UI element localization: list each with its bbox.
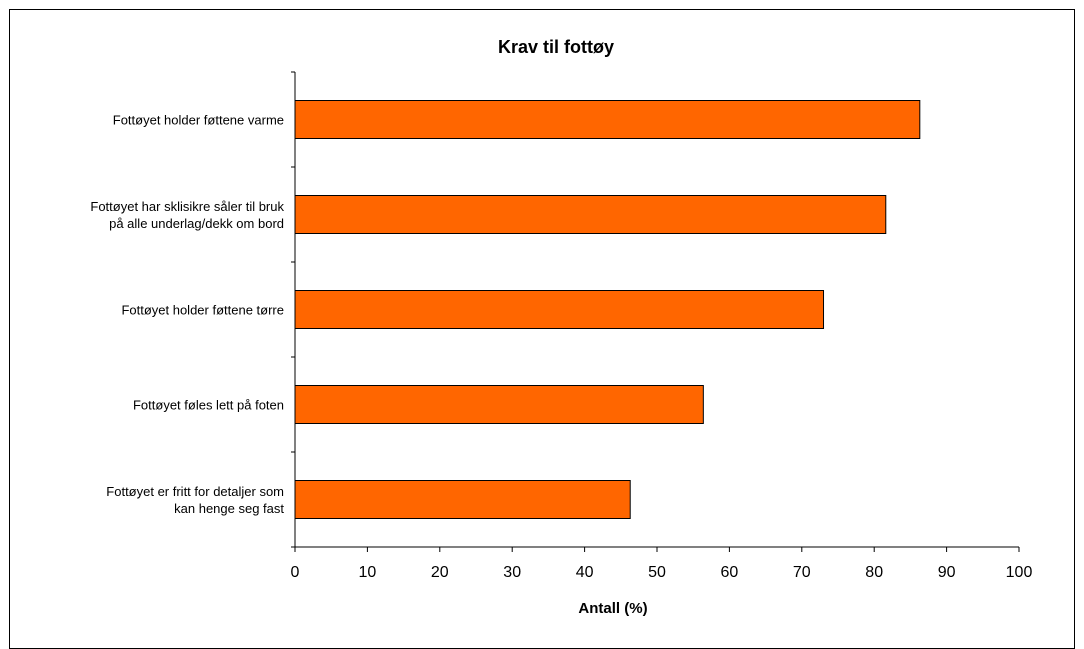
bar bbox=[294, 100, 921, 139]
chart-title: Krav til fottøy bbox=[498, 37, 614, 57]
x-axis-title: Antall (%) bbox=[578, 600, 647, 617]
x-tick-label: 100 bbox=[1006, 564, 1033, 581]
category-label: kan henge seg fast bbox=[174, 501, 284, 516]
axes-layer: Fottøyet holder føttene varme Fottøyet ha… bbox=[90, 71, 1033, 581]
bar-chart: Krav til fottøy Fottøyet holder føttene … bbox=[90, 37, 1033, 617]
x-tick-label: 10 bbox=[359, 564, 377, 581]
category-label: Fottøyet er fritt for detaljer som bbox=[106, 484, 284, 499]
x-tick-label: 50 bbox=[648, 564, 666, 581]
bar bbox=[294, 480, 631, 519]
category-label: Fottøyet føles lett på foten bbox=[133, 398, 284, 413]
category-label: Fottøyet holder føttene varme bbox=[113, 113, 284, 128]
x-tick-label: 90 bbox=[938, 564, 956, 581]
x-tick-label: 30 bbox=[503, 564, 521, 581]
x-tick-label: 20 bbox=[431, 564, 449, 581]
x-tick-label: 80 bbox=[865, 564, 883, 581]
category-label: på alle underlag/dekk om bord bbox=[109, 216, 284, 231]
category-label: Fottøyet har sklisikre såler til bruk bbox=[90, 199, 284, 214]
x-tick-label: 0 bbox=[291, 564, 300, 581]
category-label: Fottøyet holder føttene tørre bbox=[121, 303, 284, 318]
bar bbox=[294, 385, 704, 424]
bar bbox=[294, 195, 887, 234]
x-tick-label: 40 bbox=[576, 564, 594, 581]
x-tick-label: 60 bbox=[721, 564, 739, 581]
bars-layer bbox=[294, 100, 921, 519]
bar bbox=[294, 290, 825, 329]
x-tick-label: 70 bbox=[793, 564, 811, 581]
